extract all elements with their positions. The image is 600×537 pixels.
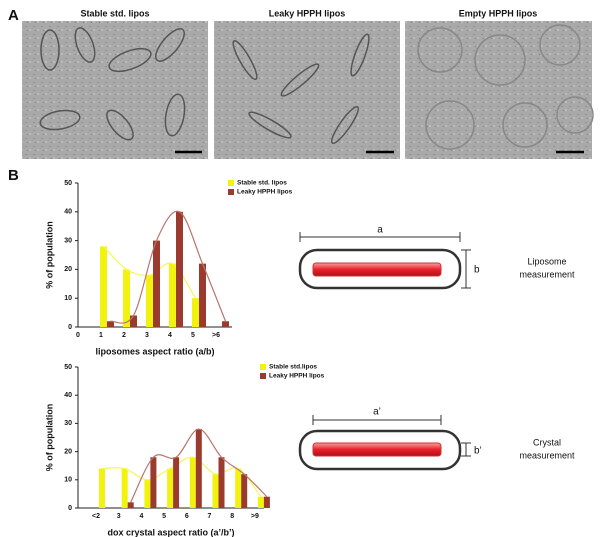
bar [107,321,114,327]
bar [123,269,130,327]
y-axis-label: % of population [44,221,54,289]
y-tick-label: 30 [64,420,72,427]
liposome-outline [298,248,462,290]
x-tick-label: 7 [208,513,212,520]
panel-label: A [8,7,19,24]
x-tick-label: 4 [168,332,172,339]
fit-curve [110,210,227,324]
legend-label: Leaky HPPH lipos [269,373,325,380]
y-tick-label: 50 [64,180,72,187]
x-tick-label: 2 [122,332,126,339]
x-tick-label: 0 [76,332,80,339]
bar [150,457,157,508]
y-axis-label: % of population [44,404,54,472]
micrograph [405,21,592,159]
bar [153,240,160,327]
x-tick-label: >6 [212,332,220,339]
dimension-label: a [377,225,383,236]
x-tick-label: 5 [162,513,166,520]
panel-label: B [8,167,19,184]
bar [173,457,180,508]
bar [169,263,176,327]
x-tick-label: >9 [251,513,259,520]
bar [189,457,196,508]
x-tick-label: 3 [117,513,121,520]
legend-label: Leaky HPPH lipos [237,189,293,196]
x-tick-label: 5 [191,332,195,339]
x-tick-label: 1 [99,332,103,339]
micrograph [214,21,400,159]
y-tick-label: 0 [68,324,72,331]
bar [263,496,270,508]
bar [241,474,248,508]
diagram [298,232,471,471]
diagram-caption: Liposome [527,256,566,266]
legend-swatch [260,364,266,370]
image-title: Leaky HPPH lipos [269,8,346,18]
bar [121,468,128,508]
x-axis-label: dox crystal aspect ratio (a’/b’) [107,527,234,537]
bar [144,479,151,508]
legend-label: Stable std.lipos [269,364,317,371]
bar [222,321,229,327]
y-tick-label: 10 [64,295,72,302]
diagram-caption: measurement [519,450,575,460]
dimension-label: b [474,265,480,276]
crystal-rod [312,262,442,277]
bar [127,502,134,508]
bar [235,468,242,508]
y-tick-label: 30 [64,237,72,244]
legend-swatch [260,373,266,379]
x-tick-label: 4 [139,513,143,520]
x-tick-label: 3 [145,332,149,339]
micrograph [22,21,208,159]
y-tick-label: 20 [64,266,72,273]
x-tick-label: 6 [185,513,189,520]
vesicles [39,24,594,150]
dimension-label: a’ [373,407,381,418]
bar [199,263,206,327]
y-tick-label: 0 [68,505,72,512]
crystal-rod [312,442,442,457]
bar [195,429,202,508]
bar [146,275,153,327]
legend-label: Stable std. lipos [237,180,287,187]
bar [212,474,219,508]
x-axis-label: liposomes aspect ratio (a/b) [95,346,214,356]
legend-swatch [228,180,234,186]
bar [130,315,137,327]
legend-swatch [228,189,234,195]
x-tick-label: <2 [92,513,100,520]
bar [257,496,264,508]
liposome-outline [298,429,462,471]
fit-curve [130,428,268,503]
micrographs: Stable std. lipos Leaky HPPH lipos Empty… [22,8,594,159]
bar [100,246,107,327]
diagram-caption: measurement [519,269,575,279]
image-title: Empty HPPH lipos [459,8,538,18]
y-tick-label: 50 [64,364,72,371]
x-tick-label: 8 [230,513,234,520]
image-title: Stable std. lipos [80,8,149,18]
bar [192,298,199,327]
y-tick-label: 40 [64,209,72,216]
y-tick-label: 10 [64,477,72,484]
diagram-caption: Crystal [533,437,561,447]
bar [167,468,174,508]
dimension-label: b’ [474,446,482,457]
bar [218,457,225,508]
y-tick-label: 40 [64,392,72,399]
y-tick-label: 20 [64,448,72,455]
bar [176,211,183,327]
bar [99,468,105,508]
